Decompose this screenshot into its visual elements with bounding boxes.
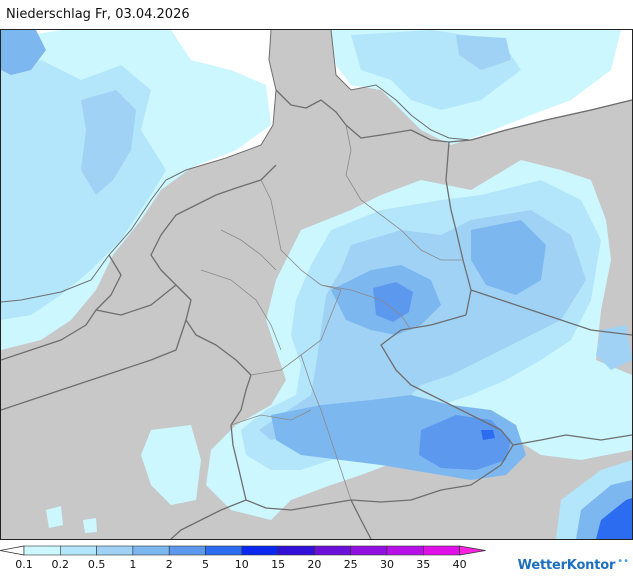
brand-name: WetterKontor	[517, 557, 616, 573]
precip-area-northwest	[1, 30, 46, 75]
legend-tick-label: 15	[271, 558, 286, 571]
legend-swatch	[386, 545, 424, 556]
legend-tick-label: 40	[452, 558, 467, 571]
legend-tick-label: 0.2	[51, 558, 70, 571]
precip-area-southwest	[141, 425, 201, 505]
precip-area-east-spot	[596, 325, 632, 370]
legend-swatch	[132, 545, 170, 556]
legend-tick-label: 25	[343, 558, 358, 571]
state-borders	[200, 124, 463, 501]
legend-swatch	[241, 545, 279, 556]
legend-tick-label: 0.1	[15, 558, 33, 571]
precip-area-southwest-c	[83, 518, 97, 533]
legend-tick-label: 0.5	[87, 558, 106, 571]
precip-area-south-core	[419, 415, 511, 470]
precip-area-core-north-b	[373, 282, 413, 322]
precipitation-map[interactable]	[0, 29, 633, 540]
precip-area-south-spot	[481, 430, 495, 440]
map-title: Niederschlag Fr, 03.04.2026	[6, 7, 190, 22]
precipitation-field	[1, 30, 632, 539]
coastlines	[1, 30, 632, 303]
legend-tick-label: 35	[416, 558, 431, 571]
legend-colorbar	[0, 545, 486, 556]
precip-area-east	[471, 220, 546, 295]
legend-swatch	[205, 545, 243, 556]
precip-area-southwest-b	[46, 506, 63, 528]
precip-area-southeast-c	[596, 498, 632, 539]
brand-logo[interactable]: WetterKontor ••	[518, 556, 629, 574]
precip-area-baltic-c	[456, 35, 511, 70]
legend-arrow-low	[0, 545, 25, 556]
legend-swatch	[59, 545, 97, 556]
legend-swatch	[23, 545, 61, 556]
legend-tick-label: 10	[234, 558, 249, 571]
legend-tick-label: 2	[165, 558, 173, 571]
legend-tick-label: 20	[307, 558, 322, 571]
map-canvas	[1, 30, 632, 539]
precip-area-west-c	[81, 90, 136, 195]
legend-swatch	[96, 545, 134, 556]
legend-arrow-high	[459, 545, 486, 556]
raindrop-icon: ••	[617, 555, 629, 567]
legend-swatch	[314, 545, 351, 556]
legend-swatch	[422, 545, 460, 556]
legend-swatch	[168, 545, 206, 556]
legend-tick-label: 30	[380, 558, 394, 571]
precipitation-legend: 0.1 0.2 0.5 1 2 5 10 15 20 25 30 35 40 WetterKontor …	[0, 542, 633, 580]
legend-tick-label: 1	[129, 558, 137, 571]
legend-swatch	[277, 545, 315, 556]
legend-swatch	[350, 545, 388, 556]
legend-tick-label: 5	[202, 558, 209, 571]
